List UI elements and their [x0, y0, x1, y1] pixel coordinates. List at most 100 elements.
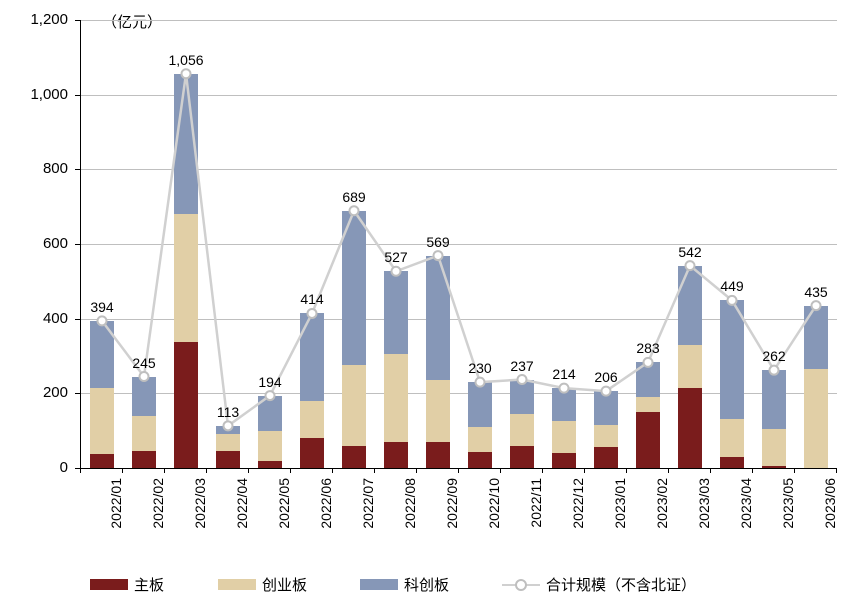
x-axis-label: 2022/12 — [570, 478, 586, 529]
bar-segment — [342, 446, 366, 468]
bar-segment — [762, 370, 786, 429]
bar-segment — [258, 461, 282, 468]
y-axis-label: 1,200 — [0, 11, 68, 28]
x-axis-label: 2022/06 — [318, 478, 334, 529]
bar-group — [468, 20, 492, 468]
legend-label: 主板 — [134, 574, 164, 595]
bar-group — [594, 20, 618, 468]
data-label: 113 — [217, 404, 239, 420]
bar-segment — [174, 74, 198, 214]
bar-segment — [636, 397, 660, 412]
bar-segment — [426, 442, 450, 468]
legend-line-swatch — [502, 578, 540, 592]
y-axis-label: 600 — [0, 235, 68, 252]
bar-group — [636, 20, 660, 468]
x-axis-label: 2022/07 — [360, 478, 376, 529]
bar-segment — [216, 451, 240, 468]
bar-segment — [216, 434, 240, 451]
bar-segment — [384, 271, 408, 354]
bar-segment — [258, 396, 282, 432]
x-tick — [542, 468, 543, 473]
data-label: 1,056 — [168, 52, 203, 68]
bar-segment — [720, 419, 744, 456]
legend-label: 创业板 — [262, 574, 307, 595]
x-tick — [836, 468, 837, 473]
y-axis-label: 400 — [0, 310, 68, 327]
legend-item: 创业板 — [218, 574, 307, 595]
data-label: 283 — [636, 340, 659, 356]
bar-group — [552, 20, 576, 468]
x-tick — [668, 468, 669, 473]
y-axis-label: 200 — [0, 384, 68, 401]
bar-segment — [174, 214, 198, 342]
bar-segment — [510, 380, 534, 414]
legend-swatch — [218, 579, 256, 590]
x-axis-label: 2023/05 — [780, 478, 796, 529]
bar-segment — [342, 365, 366, 445]
x-tick — [80, 468, 81, 473]
x-axis-label: 2022/03 — [192, 478, 208, 529]
bar-segment — [552, 421, 576, 453]
bar-segment — [90, 388, 114, 454]
bar-segment — [594, 425, 618, 447]
x-axis-label: 2023/06 — [822, 478, 838, 529]
legend-item: 科创板 — [360, 574, 449, 595]
bar-segment — [594, 447, 618, 468]
bar-group — [174, 20, 198, 468]
x-tick — [794, 468, 795, 473]
bar-segment — [174, 342, 198, 468]
y-axis-label: 0 — [0, 459, 68, 476]
chart-container: （亿元） 02004006008001,0001,200 3942451,056… — [0, 0, 848, 606]
data-label: 449 — [720, 278, 743, 294]
bar-segment — [636, 362, 660, 397]
data-label: 569 — [426, 234, 449, 250]
bar-segment — [468, 452, 492, 468]
bar-segment — [552, 388, 576, 421]
bar-group — [762, 20, 786, 468]
bar-segment — [510, 446, 534, 468]
bar-segment — [468, 382, 492, 427]
data-label: 245 — [132, 355, 155, 371]
bar-group — [132, 20, 156, 468]
bar-segment — [762, 429, 786, 466]
bar-segment — [552, 453, 576, 468]
x-axis-label: 2023/01 — [612, 478, 628, 529]
bar-segment — [720, 300, 744, 419]
x-tick — [290, 468, 291, 473]
y-axis-label: 1,000 — [0, 86, 68, 103]
bar-segment — [678, 345, 702, 388]
bar-segment — [132, 416, 156, 451]
x-tick — [710, 468, 711, 473]
x-tick — [416, 468, 417, 473]
bar-segment — [510, 414, 534, 446]
bar-group — [258, 20, 282, 468]
bar-segment — [300, 401, 324, 438]
bar-segment — [384, 442, 408, 468]
x-tick — [374, 468, 375, 473]
legend-swatch — [360, 579, 398, 590]
bar-segment — [300, 313, 324, 400]
bar-segment — [720, 457, 744, 468]
x-axis-label: 2022/05 — [276, 478, 292, 529]
legend-label: 科创板 — [404, 574, 449, 595]
x-axis-label: 2022/08 — [402, 478, 418, 529]
bar-segment — [258, 431, 282, 461]
bar-segment — [300, 438, 324, 468]
data-label: 214 — [552, 366, 575, 382]
data-label: 206 — [594, 369, 617, 385]
data-label: 262 — [762, 348, 785, 364]
x-tick — [752, 468, 753, 473]
bar-segment — [678, 388, 702, 468]
x-tick — [500, 468, 501, 473]
x-tick — [206, 468, 207, 473]
x-tick — [332, 468, 333, 473]
bar-segment — [426, 380, 450, 442]
x-tick — [122, 468, 123, 473]
bar-group — [384, 20, 408, 468]
bar-group — [342, 20, 366, 468]
data-label: 230 — [468, 360, 491, 376]
data-label: 194 — [258, 374, 281, 390]
x-axis-label: 2023/04 — [738, 478, 754, 529]
bar-segment — [804, 369, 828, 468]
data-label: 435 — [804, 284, 827, 300]
